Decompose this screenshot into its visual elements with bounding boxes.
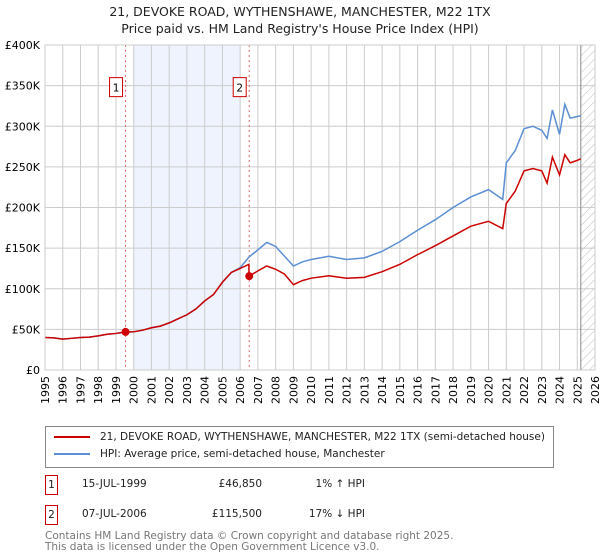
x-tick-label: 1998 [92, 376, 105, 404]
x-tick-label: 2006 [234, 376, 247, 404]
footer: Contains HM Land Registry data © Crown c… [45, 531, 453, 553]
x-tick-label: 2016 [412, 376, 425, 404]
x-tick-label: 2019 [465, 376, 478, 404]
sale-date: 15-JUL-1999 [82, 478, 147, 490]
legend-swatch-blue [54, 453, 90, 455]
legend-item-property: 21, DEVOKE ROAD, WYTHENSHAWE, MANCHESTER… [54, 431, 545, 443]
y-tick-label: £400K [5, 39, 41, 52]
y-tick-label: £0 [26, 364, 40, 377]
legend-swatch-red [54, 436, 90, 438]
x-tick-label: 2007 [252, 376, 265, 404]
sale-marker: 1 [45, 475, 58, 495]
y-tick-label: £350K [5, 80, 41, 93]
x-tick-label: 1996 [57, 376, 70, 404]
sale-hpi-diff: 1% ↑ HPI [315, 478, 365, 490]
sale-point [121, 327, 130, 336]
x-tick-label: 2023 [536, 376, 549, 404]
sale-label: 2 [236, 83, 243, 95]
sale-date: 07-JUL-2006 [82, 508, 147, 520]
x-tick-label: 2002 [163, 376, 176, 404]
x-tick-label: 2017 [429, 376, 442, 404]
y-tick-label: £100K [5, 283, 41, 296]
legend: 21, DEVOKE ROAD, WYTHENSHAWE, MANCHESTER… [45, 426, 554, 468]
sale-label-box [109, 77, 124, 98]
x-tick-label: 2026 [589, 376, 600, 404]
x-tick-label: 2020 [483, 376, 496, 404]
sale-row-1: 1 15-JUL-1999 £46,850 1% ↑ HPI [45, 475, 565, 495]
sale-price: £115,500 [211, 508, 262, 520]
footer-licence: This data is licensed under the Open Gov… [45, 541, 380, 553]
sale-label: 1 [113, 83, 120, 95]
y-tick-label: £150K [5, 242, 41, 255]
x-tick-label: 2009 [287, 376, 300, 404]
y-tick-label: £250K [5, 161, 41, 174]
chart-title: 21, DEVOKE ROAD, WYTHENSHAWE, MANCHESTER… [109, 4, 491, 19]
y-tick-label: £300K [5, 120, 41, 133]
y-tick-label: £50K [12, 323, 41, 336]
x-tick-label: 1995 [39, 376, 52, 404]
sale-row-2: 2 07-JUL-2006 £115,500 17% ↓ HPI [45, 505, 565, 525]
x-tick-label: 2021 [500, 376, 513, 404]
footer-copyright: Contains HM Land Registry data © Crown c… [45, 530, 454, 542]
x-tick-label: 2015 [394, 376, 407, 404]
chart-subtitle: Price paid vs. HM Land Registry's House … [121, 21, 479, 36]
x-tick-label: 1999 [110, 376, 123, 404]
legend-item-hpi: HPI: Average price, semi-detached house,… [54, 448, 385, 460]
y-tick-label: £200K [5, 202, 41, 215]
sale-price: £46,850 [218, 478, 262, 490]
x-tick-label: 2024 [554, 376, 567, 404]
x-tick-label: 2005 [216, 376, 229, 404]
legend-label: HPI: Average price, semi-detached house,… [100, 448, 385, 460]
x-tick-label: 2001 [145, 376, 158, 404]
sale-marker: 2 [45, 505, 58, 525]
x-tick-label: 1997 [74, 376, 87, 404]
x-tick-label: 2025 [571, 376, 584, 404]
x-tick-label: 2010 [305, 376, 318, 404]
plot-border [44, 44, 596, 371]
legend-label: 21, DEVOKE ROAD, WYTHENSHAWE, MANCHESTER… [100, 431, 545, 443]
x-tick-label: 2003 [181, 376, 194, 404]
sale-hpi-diff: 17% ↓ HPI [308, 508, 365, 520]
price-chart: 1995 1996 1997 1998 1999 2000 2001 2002 2003 2004… [5, 39, 600, 404]
sale-point [245, 272, 254, 281]
x-tick-label: 2018 [447, 376, 460, 404]
x-tick-label: 2011 [323, 376, 336, 404]
x-tick-label: 2004 [199, 376, 212, 404]
x-tick-label: 2014 [376, 376, 389, 404]
x-tick-label: 2000 [128, 376, 141, 404]
sale-label-box [232, 77, 247, 98]
x-tick-label: 2013 [358, 376, 371, 404]
x-tick-label: 2008 [270, 376, 283, 404]
x-tick-label: 2012 [341, 376, 354, 404]
x-tick-label: 2022 [518, 376, 531, 404]
